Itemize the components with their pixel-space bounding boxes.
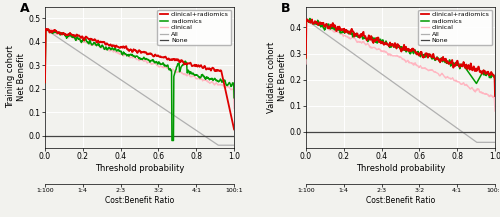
X-axis label: Cost:Benefit Ratio: Cost:Benefit Ratio (366, 196, 435, 205)
X-axis label: Cost:Benefit Ratio: Cost:Benefit Ratio (105, 196, 174, 205)
X-axis label: Threshold probability: Threshold probability (95, 163, 184, 173)
Y-axis label: Training cohort
Net Benefit: Training cohort Net Benefit (6, 46, 26, 108)
X-axis label: Threshold probability: Threshold probability (356, 163, 445, 173)
Y-axis label: Validation cohort
Net Benefit: Validation cohort Net Benefit (268, 41, 287, 113)
Text: A: A (20, 2, 30, 15)
Legend: clinical+radiomics, radiomics, clinical, All, None: clinical+radiomics, radiomics, clinical,… (418, 10, 492, 45)
Legend: clinical+radiomics, radiomics, clinical, All, None: clinical+radiomics, radiomics, clinical,… (158, 10, 231, 45)
Text: B: B (282, 2, 291, 15)
